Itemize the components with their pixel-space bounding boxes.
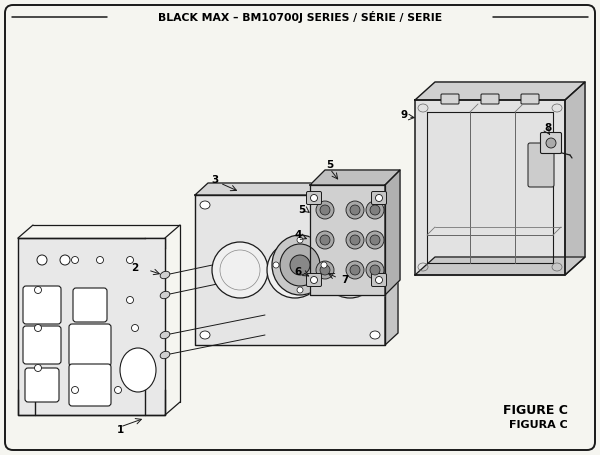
FancyBboxPatch shape <box>307 273 322 287</box>
FancyBboxPatch shape <box>371 192 386 204</box>
Text: 9: 9 <box>400 110 407 120</box>
FancyBboxPatch shape <box>441 94 459 104</box>
Ellipse shape <box>200 331 210 339</box>
Ellipse shape <box>120 348 156 392</box>
Text: 8: 8 <box>544 123 551 133</box>
FancyBboxPatch shape <box>69 364 111 406</box>
Ellipse shape <box>322 242 378 298</box>
FancyBboxPatch shape <box>541 132 562 153</box>
Text: 1: 1 <box>116 425 124 435</box>
Ellipse shape <box>272 235 328 295</box>
Ellipse shape <box>311 277 317 283</box>
Ellipse shape <box>370 265 380 275</box>
Text: 2: 2 <box>131 263 139 273</box>
Ellipse shape <box>370 235 380 245</box>
Ellipse shape <box>115 386 121 394</box>
Text: 5: 5 <box>326 160 334 170</box>
Polygon shape <box>415 82 585 100</box>
FancyBboxPatch shape <box>23 286 61 324</box>
Polygon shape <box>195 195 385 345</box>
Ellipse shape <box>160 291 170 298</box>
Ellipse shape <box>160 331 170 339</box>
Polygon shape <box>415 100 565 275</box>
Polygon shape <box>385 183 398 345</box>
Ellipse shape <box>316 201 334 219</box>
Text: 5: 5 <box>298 205 305 215</box>
Ellipse shape <box>297 237 303 243</box>
Text: 7: 7 <box>341 275 349 285</box>
Ellipse shape <box>212 242 268 298</box>
Text: 4: 4 <box>295 230 302 240</box>
Ellipse shape <box>60 255 70 265</box>
Polygon shape <box>415 257 585 275</box>
Polygon shape <box>195 183 398 195</box>
FancyBboxPatch shape <box>73 288 107 322</box>
Ellipse shape <box>267 242 323 298</box>
Ellipse shape <box>297 287 303 293</box>
Ellipse shape <box>311 194 317 202</box>
Text: FIGURA C: FIGURA C <box>509 420 568 430</box>
Text: 6: 6 <box>295 267 302 277</box>
FancyBboxPatch shape <box>481 94 499 104</box>
Ellipse shape <box>71 257 79 263</box>
Ellipse shape <box>160 351 170 359</box>
Polygon shape <box>18 238 165 415</box>
FancyBboxPatch shape <box>25 368 59 402</box>
FancyBboxPatch shape <box>371 273 386 287</box>
Ellipse shape <box>131 324 139 332</box>
Polygon shape <box>310 185 385 295</box>
Ellipse shape <box>376 194 383 202</box>
Text: 3: 3 <box>211 175 218 185</box>
Ellipse shape <box>350 265 360 275</box>
Ellipse shape <box>273 262 279 268</box>
FancyBboxPatch shape <box>23 326 61 364</box>
Ellipse shape <box>350 205 360 215</box>
Ellipse shape <box>316 261 334 279</box>
Ellipse shape <box>366 261 384 279</box>
Ellipse shape <box>346 201 364 219</box>
FancyBboxPatch shape <box>307 192 322 204</box>
Ellipse shape <box>71 386 79 394</box>
FancyBboxPatch shape <box>521 94 539 104</box>
Polygon shape <box>565 82 585 275</box>
Polygon shape <box>145 238 165 248</box>
Ellipse shape <box>127 257 133 263</box>
Ellipse shape <box>320 235 330 245</box>
Ellipse shape <box>546 138 556 148</box>
FancyBboxPatch shape <box>528 143 554 187</box>
Ellipse shape <box>37 255 47 265</box>
Ellipse shape <box>370 331 380 339</box>
Ellipse shape <box>160 271 170 279</box>
Ellipse shape <box>346 231 364 249</box>
Ellipse shape <box>366 231 384 249</box>
FancyBboxPatch shape <box>69 324 111 366</box>
Ellipse shape <box>316 231 334 249</box>
Ellipse shape <box>320 205 330 215</box>
Ellipse shape <box>35 324 41 332</box>
Ellipse shape <box>320 265 330 275</box>
Ellipse shape <box>321 262 327 268</box>
Ellipse shape <box>370 201 380 209</box>
Ellipse shape <box>127 297 133 303</box>
Ellipse shape <box>200 201 210 209</box>
Ellipse shape <box>366 201 384 219</box>
Ellipse shape <box>35 287 41 293</box>
Polygon shape <box>310 170 400 185</box>
Ellipse shape <box>280 244 320 286</box>
Polygon shape <box>385 170 400 295</box>
Ellipse shape <box>97 257 104 263</box>
Ellipse shape <box>350 235 360 245</box>
Ellipse shape <box>376 277 383 283</box>
Ellipse shape <box>370 205 380 215</box>
Ellipse shape <box>346 261 364 279</box>
Text: BLACK MAX – BM10700J SERIES / SÉRIE / SERIE: BLACK MAX – BM10700J SERIES / SÉRIE / SE… <box>158 11 442 23</box>
Text: FIGURE C: FIGURE C <box>503 404 568 416</box>
Ellipse shape <box>35 364 41 371</box>
Ellipse shape <box>290 255 310 275</box>
